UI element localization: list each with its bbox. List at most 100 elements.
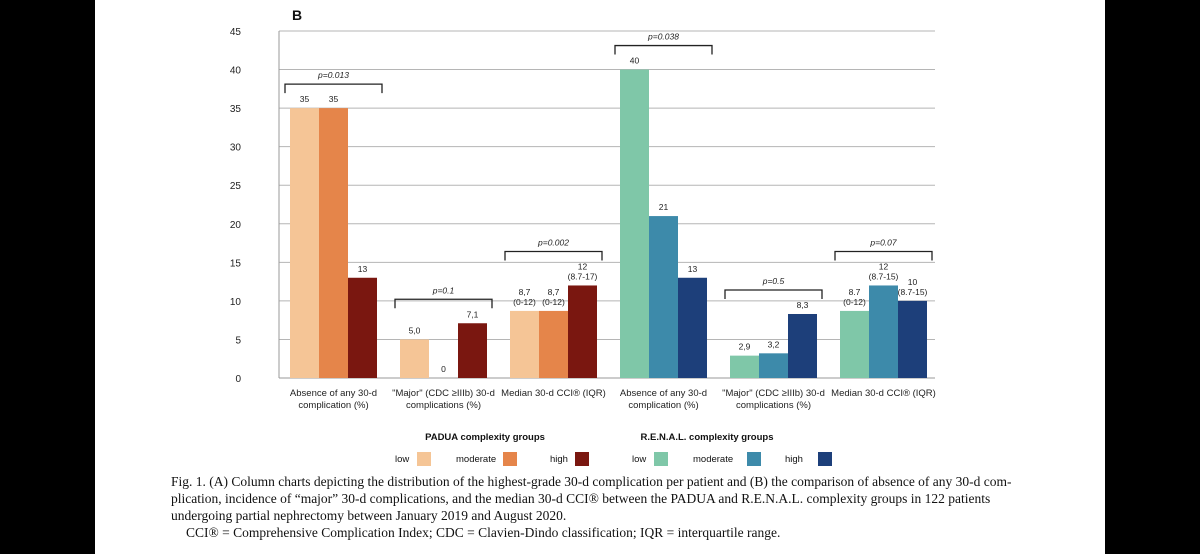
data-label: 40 — [630, 56, 640, 66]
category-label: Median 30-d CCI® (IQR) — [501, 388, 606, 399]
y-tick-label: 25 — [230, 181, 242, 192]
y-tick-label: 10 — [230, 297, 242, 308]
data-labels: 35 35135,007,18,7(0-12)8,7(0-12)12(8.7-17… — [300, 56, 928, 374]
data-label: 8,7 — [519, 287, 531, 297]
data-label: 8,7 — [548, 287, 560, 297]
figure-caption: Fig. 1. (A) Column charts depicting the … — [171, 473, 1031, 541]
category-label: "Major" (CDC ≥IIIb) 30-d — [722, 388, 825, 399]
category-label: Absence of any 30-d — [290, 388, 377, 399]
p-value-label: p=0.013 — [317, 70, 349, 80]
data-label: (0-12) — [542, 297, 565, 307]
significance-bracket — [724, 289, 823, 299]
y-tick-label: 45 — [230, 27, 242, 38]
data-label: 13 — [688, 264, 698, 274]
bar — [539, 310, 568, 378]
bar — [319, 108, 348, 378]
data-label: 0 — [441, 364, 446, 374]
panel-label: B — [292, 7, 302, 23]
significance-bracket — [284, 83, 383, 94]
legend: PADUA complexity groups low moderate high R.… — [395, 432, 832, 466]
legend-label: low — [395, 454, 409, 465]
legend-swatch — [575, 452, 589, 466]
category-label: "Major" (CDC ≥IIIb) 30-d — [392, 388, 495, 399]
bar — [400, 339, 429, 378]
bar — [759, 353, 788, 378]
legend-swatch — [818, 452, 832, 466]
legend-label: moderate — [693, 454, 733, 465]
caption-line: undergoing partial nephrectomy between J… — [171, 508, 567, 523]
p-value-label: p=0.002 — [537, 237, 569, 247]
data-label: (0-12) — [513, 297, 536, 307]
document-page: B 0 5 10 15 20 25 30 35 40 45 35 35 13 5,0 0 7,1 8,7 (0-… — [95, 0, 1105, 554]
legend-label: moderate — [456, 454, 496, 465]
category-label: complication (%) — [628, 400, 698, 411]
data-label: 8.7 — [849, 287, 861, 297]
y-tick-label: 0 — [235, 374, 241, 385]
bar — [620, 69, 649, 379]
y-tick-label: 40 — [230, 66, 242, 77]
bar — [458, 323, 487, 378]
data-label: 12 — [578, 261, 588, 271]
legend-title: R.E.N.A.L. complexity groups — [640, 432, 773, 443]
data-label: (0-12) — [843, 297, 866, 307]
legend-title: PADUA complexity groups — [425, 432, 545, 443]
bar — [290, 108, 319, 378]
data-label: 12 — [879, 261, 889, 271]
category-label: Median 30-d CCI® (IQR) — [831, 388, 936, 399]
data-label: 8,3 — [797, 300, 809, 310]
data-label: 10 — [908, 277, 918, 287]
caption-line: plication, incidence of “major” 30-d com… — [171, 491, 991, 506]
y-axis: 0 5 10 15 20 25 30 35 40 45 — [230, 27, 280, 385]
bar — [678, 277, 707, 378]
bar — [788, 313, 817, 378]
data-label: (8.7-15) — [869, 271, 899, 281]
data-label: 2,9 — [739, 342, 751, 352]
bar — [840, 310, 869, 378]
data-label: 13 — [358, 264, 368, 274]
bar — [898, 300, 927, 378]
data-label: (8.7-15) — [898, 287, 928, 297]
category-label: complications (%) — [736, 400, 811, 411]
y-tick-label: 35 — [230, 104, 242, 115]
legend-swatch — [417, 452, 431, 466]
data-label: 35 — [329, 94, 339, 104]
significance-brackets: p=0.013 p=0.1 p=0.002 p=0.038 p=0.5 p=0.07 — [284, 32, 933, 309]
significance-bracket — [614, 44, 713, 55]
y-tick-label: 30 — [230, 143, 242, 154]
category-label: complication (%) — [298, 400, 368, 411]
bar — [869, 285, 898, 378]
p-value-label: p=0.038 — [647, 32, 679, 42]
data-label: 21 — [659, 202, 669, 212]
data-label: 7,1 — [467, 309, 479, 319]
y-tick-label: 5 — [235, 335, 241, 346]
bar — [568, 285, 597, 378]
legend-label: high — [550, 454, 568, 465]
data-label: 3,2 — [768, 339, 780, 349]
caption-line: CCI® = Comprehensive Complication Index;… — [186, 525, 781, 540]
legend-swatch — [654, 452, 668, 466]
data-label: 35 — [300, 94, 310, 104]
significance-bracket — [834, 250, 933, 261]
significance-bracket — [504, 250, 603, 261]
legend-swatch — [503, 452, 517, 466]
caption-line: Fig. 1. (A) Column charts depicting the … — [171, 474, 1012, 489]
bar — [510, 310, 539, 378]
data-label: (8.7-17) — [568, 271, 598, 281]
significance-bracket — [394, 298, 493, 309]
bar — [348, 277, 377, 378]
gridlines — [279, 30, 935, 379]
y-tick-label: 20 — [230, 220, 242, 231]
p-value-label: p=0.1 — [432, 285, 455, 295]
category-label: complications (%) — [406, 400, 481, 411]
bar — [730, 355, 759, 378]
legend-swatch — [747, 452, 761, 466]
y-tick-label: 15 — [230, 258, 242, 269]
data-label: 5,0 — [409, 325, 421, 335]
legend-label: high — [785, 454, 803, 465]
p-value-label: p=0.5 — [762, 276, 785, 286]
legend-label: low — [632, 454, 646, 465]
bars — [290, 69, 927, 379]
p-value-label: p=0.07 — [869, 237, 897, 247]
